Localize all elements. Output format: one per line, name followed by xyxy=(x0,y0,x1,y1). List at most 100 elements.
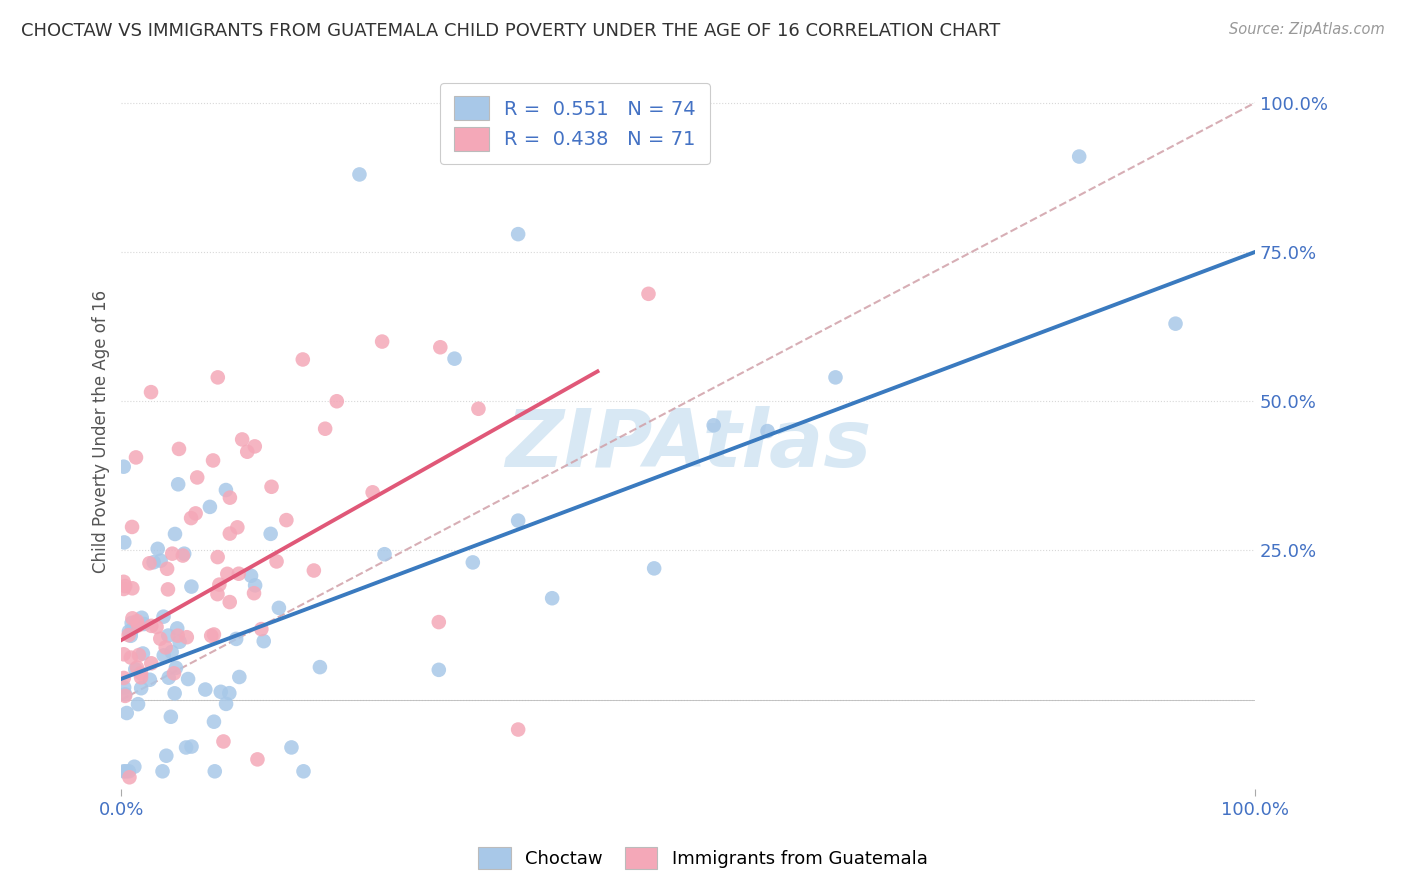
Point xyxy=(218,686,240,700)
Point xyxy=(112,681,135,695)
Point xyxy=(637,286,659,301)
Point xyxy=(467,401,489,416)
Point xyxy=(172,549,194,563)
Point xyxy=(124,662,146,676)
Point xyxy=(125,614,148,628)
Point xyxy=(427,663,450,677)
Point xyxy=(250,622,273,636)
Point xyxy=(200,629,222,643)
Point xyxy=(160,710,183,724)
Point xyxy=(163,527,186,541)
Point xyxy=(215,697,238,711)
Point xyxy=(259,526,281,541)
Point xyxy=(231,433,253,447)
Point xyxy=(149,554,172,568)
Point xyxy=(112,535,135,549)
Point xyxy=(643,561,665,575)
Point xyxy=(176,630,198,644)
Point xyxy=(208,577,231,591)
Point xyxy=(204,764,226,779)
Point xyxy=(314,422,336,436)
Point xyxy=(152,764,174,779)
Point xyxy=(141,619,163,633)
Point xyxy=(243,439,266,453)
Point xyxy=(160,645,183,659)
Point xyxy=(427,615,450,629)
Point xyxy=(177,672,200,686)
Point xyxy=(166,621,188,635)
Text: Source: ZipAtlas.com: Source: ZipAtlas.com xyxy=(1229,22,1385,37)
Point xyxy=(180,580,202,594)
Point xyxy=(118,770,141,784)
Point xyxy=(167,477,190,491)
Point xyxy=(703,418,725,433)
Point xyxy=(302,564,325,578)
Point xyxy=(125,660,148,674)
Point xyxy=(309,660,332,674)
Point xyxy=(253,634,276,648)
Point xyxy=(291,352,314,367)
Point xyxy=(127,697,149,711)
Text: CHOCTAW VS IMMIGRANTS FROM GUATEMALA CHILD POVERTY UNDER THE AGE OF 16 CORRELATI: CHOCTAW VS IMMIGRANTS FROM GUATEMALA CHI… xyxy=(21,22,1000,40)
Point xyxy=(132,617,155,632)
Point xyxy=(121,615,143,630)
Point xyxy=(156,582,179,597)
Point xyxy=(167,442,190,456)
Point xyxy=(120,629,142,643)
Point xyxy=(260,480,283,494)
Point xyxy=(121,623,143,637)
Point xyxy=(236,444,259,458)
Point xyxy=(112,764,135,779)
Point xyxy=(141,657,163,671)
Point xyxy=(202,453,225,467)
Point xyxy=(127,618,149,632)
Point xyxy=(1164,317,1187,331)
Point xyxy=(152,609,174,624)
Point xyxy=(118,764,141,779)
Point xyxy=(162,547,184,561)
Point xyxy=(207,587,229,601)
Point xyxy=(219,491,242,505)
Point xyxy=(267,600,290,615)
Point xyxy=(349,168,371,182)
Point xyxy=(112,459,135,474)
Point xyxy=(114,689,136,703)
Point xyxy=(156,562,179,576)
Point xyxy=(824,370,846,384)
Point xyxy=(163,666,186,681)
Point xyxy=(174,740,197,755)
Text: ZIPAtlas: ZIPAtlas xyxy=(505,407,872,484)
Point xyxy=(461,556,484,570)
Point xyxy=(443,351,465,366)
Point xyxy=(114,687,136,701)
Point xyxy=(243,586,266,600)
Point xyxy=(121,582,143,596)
Point xyxy=(326,394,349,409)
Point xyxy=(361,485,384,500)
Point xyxy=(118,624,141,639)
Point xyxy=(276,513,298,527)
Point xyxy=(228,566,250,581)
Point xyxy=(165,661,187,675)
Point xyxy=(142,555,165,569)
Point xyxy=(146,541,169,556)
Point xyxy=(207,550,229,565)
Point xyxy=(209,685,232,699)
Point xyxy=(198,500,221,514)
Point xyxy=(163,686,186,700)
Point xyxy=(1069,149,1091,163)
Point xyxy=(157,628,180,642)
Point xyxy=(218,595,240,609)
Point xyxy=(508,723,530,737)
Point xyxy=(145,620,167,634)
Point xyxy=(112,671,135,685)
Point xyxy=(541,591,564,606)
Legend: R =  0.551   N = 74, R =  0.438   N = 71: R = 0.551 N = 74, R = 0.438 N = 71 xyxy=(440,83,710,164)
Point xyxy=(756,424,779,438)
Point xyxy=(129,666,152,681)
Point xyxy=(266,554,288,568)
Point xyxy=(373,547,395,561)
Point xyxy=(155,748,177,763)
Point xyxy=(225,632,247,646)
Point xyxy=(217,566,239,581)
